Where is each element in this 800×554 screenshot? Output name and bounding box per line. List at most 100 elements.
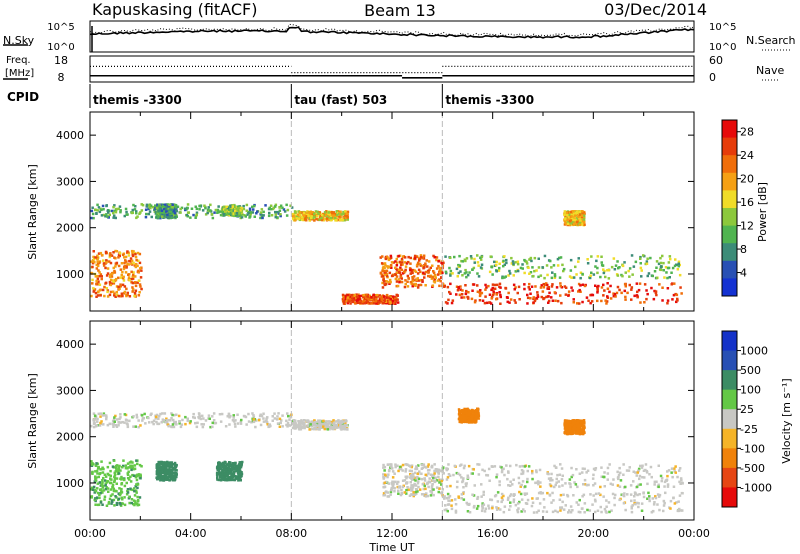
echo-cell [120,262,124,265]
echo-cell [314,214,318,217]
frequency-series [90,74,694,79]
echo-cell [480,291,484,295]
echo-cell [579,276,582,280]
echo-cell [91,488,95,491]
echo-cell [380,273,384,277]
echo-cell [658,508,661,512]
echo-cell [107,500,111,504]
echo-cell [173,204,176,207]
echo-cell [574,222,578,225]
echo-cell [234,419,237,422]
echo-cell [626,291,629,295]
echo-cell [139,285,142,288]
echo-cell [289,204,292,207]
echo-cell [568,509,571,512]
echo-cell [559,256,563,259]
echo-cell [658,493,662,497]
echo-cell [391,295,395,298]
echo-cell [130,277,133,281]
echo-cell [677,264,680,268]
echo-cell [568,218,571,222]
echo-cell [677,260,681,263]
echo-region-6 [442,463,684,489]
echo-cell [161,204,164,208]
echo-cell [251,211,255,214]
echo-cell [517,507,520,510]
echo-cell [505,258,508,262]
echo-cell [186,203,190,206]
echo-cell [618,485,622,488]
echo-cell [219,464,222,468]
echo-cell [574,483,578,486]
echo-cell [574,214,577,217]
echo-cell [656,503,659,506]
echo-cell [505,261,508,265]
echo-cell [181,418,184,422]
echo-cell [508,301,511,304]
echo-cell [487,467,491,471]
echo-cell [95,212,98,215]
echo-cell [669,257,672,261]
echo-cell [507,291,510,295]
echo-cell [216,467,219,471]
echo-cell [242,207,246,211]
echo-cell [398,465,402,469]
echo-cell [198,204,201,208]
echo-cell [424,262,427,265]
echo-cell [114,265,117,268]
echo-cell [628,275,631,278]
echo-cell [288,418,291,421]
echo-cell [195,425,199,429]
echo-cell [618,288,621,292]
echo-cell [240,418,243,422]
echo-cell [663,485,666,488]
echo-cell [600,475,603,478]
echo-cell [404,279,407,282]
echo-cell [662,261,665,265]
echo-cell [342,427,345,430]
echo-cell [489,255,492,258]
echo-cell [569,213,573,216]
echo-cell [169,215,172,218]
echo-cell [319,214,322,218]
echo-cell [243,214,246,217]
echo-cell [417,279,421,282]
echo-cell [570,221,573,225]
echo-cell [126,250,129,253]
echo-cell [445,496,449,500]
echo-cell [132,467,136,471]
echo-cell [224,469,228,472]
echo-cell [569,269,573,272]
echo-cell [603,269,606,273]
echo-cell [168,466,171,470]
echo-cell [136,486,139,490]
echo-cell [569,258,573,262]
echo-cell [447,496,451,499]
echo-cell [449,484,452,488]
echo-cell [419,278,423,282]
echo-cell [550,276,554,280]
echo-cell [98,274,102,278]
echo-cell [561,500,564,504]
echo-cell [211,216,215,220]
echo-cell [109,290,113,294]
echo-cell [281,206,284,210]
echo-cell [173,475,176,478]
echo-cell [358,298,361,301]
echo-cell [346,297,350,301]
echo-cell [449,292,452,295]
echo-cell [453,464,457,468]
echo-cell [342,302,346,305]
echo-cell [414,282,417,286]
echo-cell [612,257,616,260]
echo-cell [195,207,199,211]
echo-cell [175,413,178,416]
echo-cell [657,485,660,489]
echo-cell [466,510,470,513]
echo-cell [126,213,129,216]
echo-cell [96,274,99,278]
echo-cell [583,483,587,486]
echo-cell [415,467,419,471]
echo-cell [478,291,481,294]
echo-cell [457,496,461,499]
